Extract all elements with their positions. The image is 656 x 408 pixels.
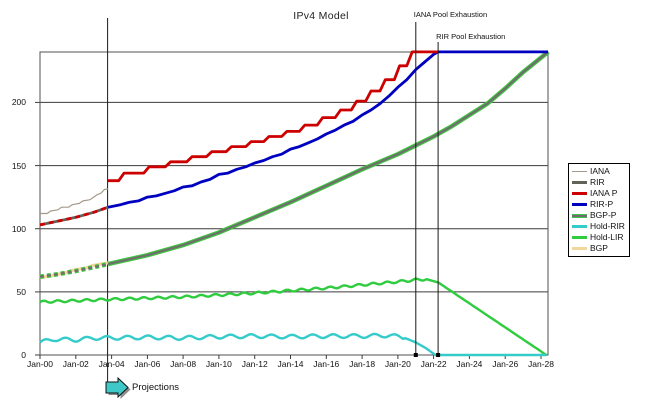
series-rir-p <box>107 50 548 209</box>
legend-label: RIR-P <box>590 199 614 210</box>
x-axis-label: Jan-04 <box>98 359 125 369</box>
x-axis-label: Jan-14 <box>277 359 304 369</box>
legend-swatch-hold-rir <box>572 225 587 228</box>
series-hold-lir <box>39 277 548 357</box>
y-axis-label: 0 <box>21 350 26 360</box>
y-axis-label: 200 <box>11 97 26 108</box>
x-axis-label: Jan-26 <box>492 359 519 369</box>
x-axis-label: Jan-22 <box>420 359 447 369</box>
legend-label: RIR <box>590 177 605 188</box>
series-iana <box>40 188 109 215</box>
x-axis-label: Jan-18 <box>349 359 376 369</box>
legend-item: BGP <box>572 243 629 254</box>
legend-item: RIR-P <box>572 199 629 210</box>
series-hold-rir <box>39 332 547 357</box>
series-iana-p-backcast <box>39 205 109 227</box>
legend-label: Hold-RIR <box>590 221 625 232</box>
series-iana-p <box>108 50 439 183</box>
legend-swatch-rir <box>572 181 587 184</box>
legend-label: IANA <box>590 166 610 177</box>
legend-label: Hold-LIR <box>590 232 624 243</box>
x-axis-label: Jan-10 <box>205 359 232 369</box>
annotation-rir-pool-exhaustion: RIR Pool Exhaustion <box>436 32 506 41</box>
legend-swatch-rir-p <box>572 203 587 206</box>
projections-label: Projections <box>132 382 179 393</box>
series-bgp-p <box>107 50 550 267</box>
legend-swatch-hold-lir <box>572 236 587 239</box>
series-bgp-p <box>107 51 549 266</box>
x-axis-label: Jan-28 <box>528 359 554 369</box>
x-axis-label: Jan-16 <box>313 359 340 369</box>
projections-arrow-icon <box>105 376 131 399</box>
legend-item: IANA P <box>572 188 629 199</box>
legend-swatch-bgp <box>572 247 587 250</box>
legend: IANA RIR IANA P RIR-P BGP-P Hold-RIR Hol… <box>568 163 630 257</box>
y-axis-label: 50 <box>16 286 26 297</box>
x-axis-label: Jan-00 <box>27 359 53 369</box>
series-bgp-p-backcast <box>39 263 109 278</box>
legend-item: BGP-P <box>572 210 629 221</box>
legend-label: BGP <box>590 243 608 254</box>
annotation-iana-pool-exhaustion: IANA Pool Exhaustion <box>413 10 488 19</box>
legend-item: IANA <box>572 166 629 177</box>
x-axis-label: Jan-06 <box>134 359 161 369</box>
x-axis-label: Jan-08 <box>170 359 197 369</box>
x-axis-label: Jan-20 <box>384 359 411 369</box>
x-axis-label: Jan-24 <box>456 359 483 369</box>
legend-label: IANA P <box>590 188 618 199</box>
x-axis-label: Jan-12 <box>241 359 268 369</box>
legend-swatch-iana-p <box>572 192 587 195</box>
chart-title: IPv4 Model <box>293 10 349 22</box>
legend-item: Hold-RIR <box>572 221 629 232</box>
legend-item: Hold-LIR <box>572 232 629 243</box>
legend-swatch-bgp-p <box>572 213 587 218</box>
legend-item: RIR <box>572 177 629 188</box>
y-axis-label: 100 <box>11 223 26 234</box>
x-axis-label: Jan-02 <box>62 359 89 369</box>
legend-swatch-iana <box>572 170 587 173</box>
legend-label: BGP-P <box>590 210 617 221</box>
y-axis-label: 150 <box>11 160 26 171</box>
